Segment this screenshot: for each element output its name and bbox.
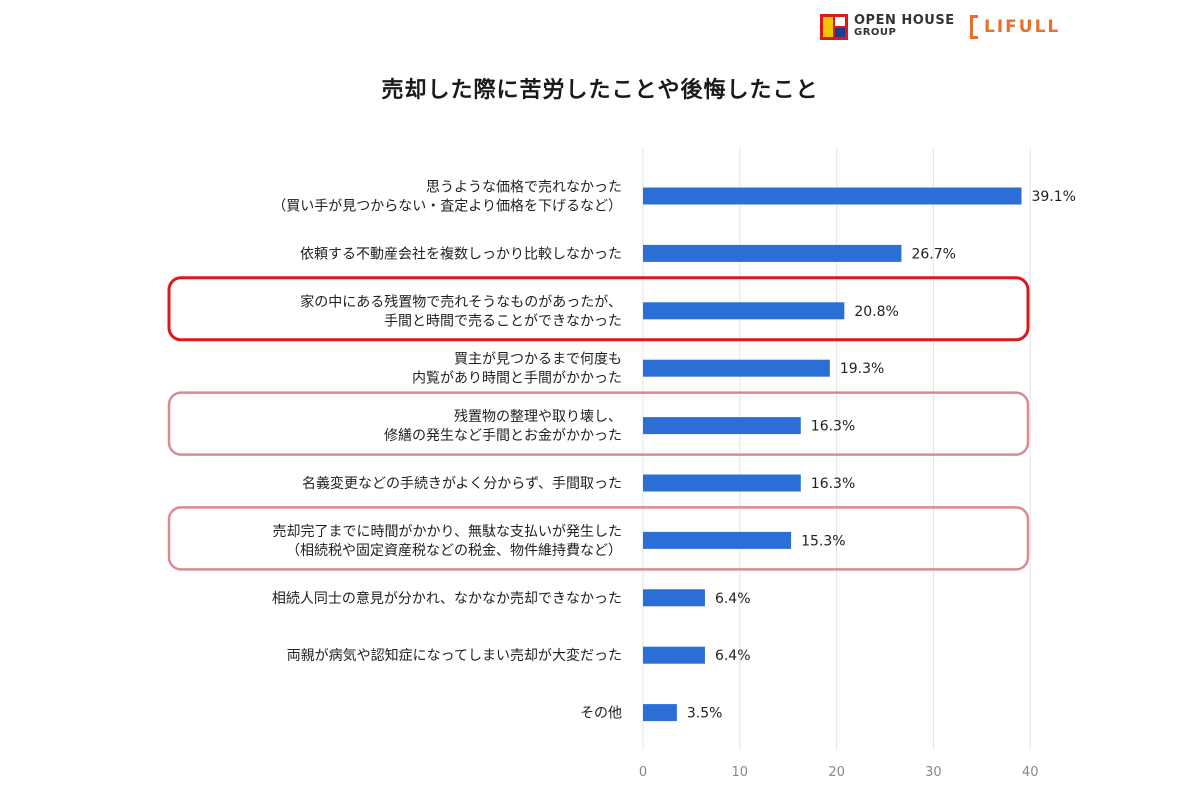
category-label: 内覧があり時間と手間がかかった <box>412 370 622 387</box>
bar <box>643 704 677 722</box>
lifull-logo: LIFULL <box>970 12 1060 42</box>
category-label: 相続人同士の意見が分かれ、なかなか売却できなかった <box>272 590 622 607</box>
chart-title: 売却した際に苦労したことや後悔したこと <box>381 78 819 103</box>
category-label: 残置物の整理や取り壊し、 <box>454 409 622 425</box>
highlight-box <box>167 506 1030 571</box>
bar <box>643 187 1022 205</box>
data-label: 16.3% <box>811 476 855 492</box>
bar <box>643 474 801 492</box>
bar <box>643 359 830 377</box>
category-label: 依頼する不動産会社を複数しっかり比較しなかった <box>300 245 622 262</box>
category-label: 思うような価格で売れなかった <box>426 180 622 196</box>
category-label: （買い手が見つからない・査定より価格を下げるなど） <box>272 199 622 215</box>
category-label: 名義変更などの手続きがよく分からず、手間取った <box>302 475 622 492</box>
bar <box>643 244 902 262</box>
bar <box>643 417 801 435</box>
bar <box>643 646 705 664</box>
category-label: 売却完了までに時間がかかり、無駄な支払いが発生した <box>273 524 622 540</box>
openhouse-logo-line1: OPEN HOUSE <box>854 13 955 28</box>
category-label: 家の中にある残置物で売れそうなものがあったが、 <box>300 293 622 310</box>
x-tick-label: 40 <box>1022 765 1039 780</box>
highlight-box <box>167 391 1030 456</box>
data-label: 15.3% <box>801 533 845 549</box>
openhouse-logo-line2: GROUP <box>854 27 897 38</box>
x-tick-label: 10 <box>732 765 749 780</box>
bar <box>643 589 705 607</box>
x-tick-label: 0 <box>639 765 647 780</box>
data-label: 26.7% <box>911 246 955 262</box>
openhouse-logo-text: OPEN HOUSE GROUP <box>854 13 955 39</box>
lifull-logo-text: LIFULL <box>984 17 1061 37</box>
category-label: （相続税や固定資産税などの税金、物件維持費など） <box>286 542 622 559</box>
category-label: 両親が病気や認知症になってしまい売却が大変だった <box>287 647 622 664</box>
lifull-bracket-left <box>970 15 978 39</box>
category-label: 手間と時間で売ることができなかった <box>384 313 622 329</box>
data-label: 19.3% <box>840 361 884 377</box>
data-label: 39.1% <box>1031 189 1075 205</box>
openhouse-logo-mark <box>820 14 848 40</box>
category-label: 修繕の発生など手間とお金がかかった <box>384 428 622 444</box>
data-label: 6.4% <box>715 591 751 607</box>
x-tick-label: 30 <box>925 765 942 780</box>
category-label: その他 <box>580 706 622 722</box>
data-label: 3.5% <box>687 706 723 722</box>
data-label: 20.8% <box>854 304 898 320</box>
category-label: 買主が見つかるまで何度も <box>454 352 622 368</box>
x-tick-label: 20 <box>828 765 845 780</box>
highlight-box <box>167 276 1030 342</box>
data-label: 16.3% <box>811 419 855 435</box>
openhouse-logo: OPEN HOUSE GROUP <box>820 12 955 42</box>
bar <box>643 302 845 320</box>
data-label: 6.4% <box>715 648 751 664</box>
bar <box>643 531 792 549</box>
